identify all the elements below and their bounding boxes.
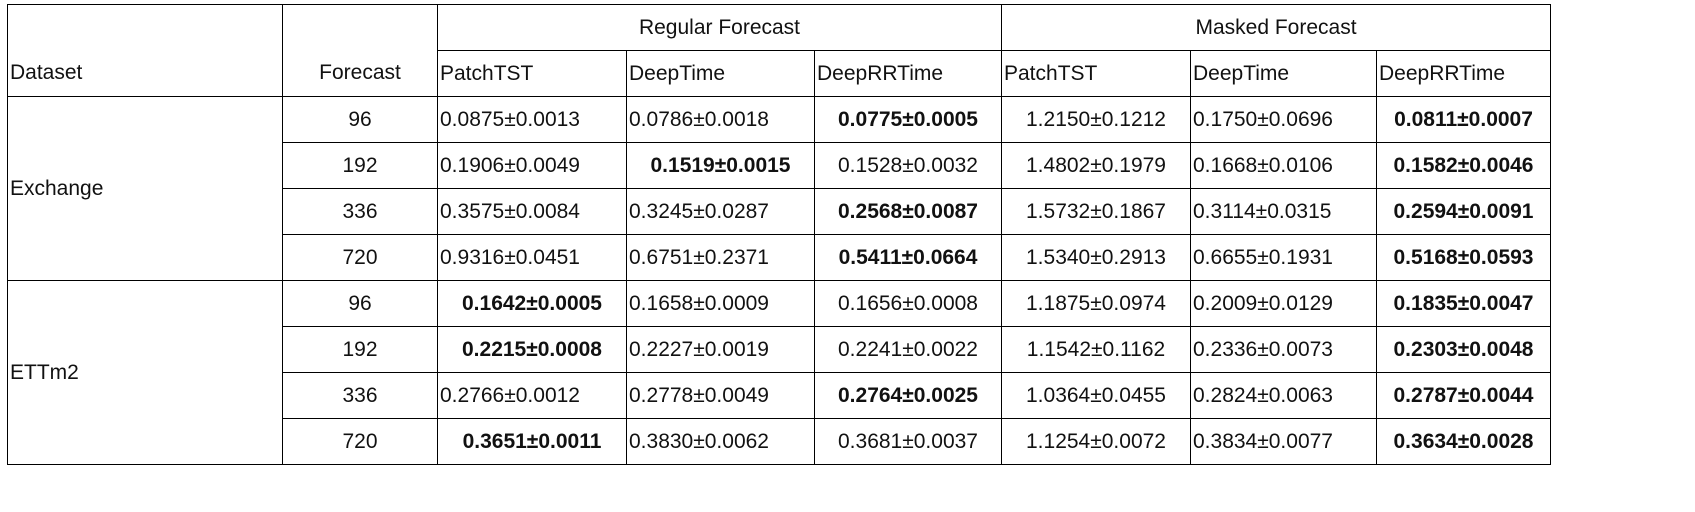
table-row: 192 0.1906±0.0049 0.1519±0.0015 0.1528±0.00… [8, 142, 1551, 189]
value-cell: 0.9316±0.0451 [437, 234, 627, 281]
value-cell: 0.1519±0.0015 [626, 142, 815, 189]
model-header: DeepRRTime [1376, 50, 1551, 97]
value-cell: 0.1668±0.0106 [1190, 142, 1377, 189]
group-header-masked: Masked Forecast [1001, 4, 1551, 51]
group-header-regular: Regular Forecast [437, 4, 1002, 51]
table-row: Exchange 96 0.0875±0.0013 0.0786±0.0018 0.07… [7, 96, 1551, 281]
value-cell: 0.2766±0.0012 [437, 372, 627, 419]
value-cell: 1.1875±0.0974 [1001, 280, 1191, 327]
model-header: PatchTST [1001, 50, 1191, 97]
value-cell: 0.3245±0.0287 [626, 188, 815, 235]
forecast-cell: 96 [282, 96, 438, 143]
table-row: 720 0.3651±0.0011 0.3830±0.0062 0.3681±0.00… [8, 418, 1551, 465]
results-table: Regular Forecast Masked Forecast Dataset… [7, 4, 1551, 465]
dataset-cell: Exchange [7, 96, 283, 281]
value-cell: 0.5168±0.0593 [1376, 234, 1551, 281]
value-cell: 0.3834±0.0077 [1190, 418, 1377, 465]
value-cell: 0.3830±0.0062 [626, 418, 815, 465]
value-cell: 0.2303±0.0048 [1376, 326, 1551, 373]
table-row: ETTm2 96 0.1642±0.0005 0.1658±0.0009 0.1656±… [7, 280, 1551, 465]
value-cell: 0.2778±0.0049 [626, 372, 815, 419]
value-cell: 0.5411±0.0664 [814, 234, 1002, 281]
table-row: 336 0.3575±0.0084 0.3245±0.0287 0.2568±0.00… [8, 188, 1551, 235]
value-cell: 1.4802±0.1979 [1001, 142, 1191, 189]
value-cell: 0.2336±0.0073 [1190, 326, 1377, 373]
value-cell: 0.1658±0.0009 [626, 280, 815, 327]
forecast-cell: 96 [282, 280, 438, 327]
value-cell: 0.2764±0.0025 [814, 372, 1002, 419]
value-cell: 0.2824±0.0063 [1190, 372, 1377, 419]
forecast-cell: 192 [282, 326, 438, 373]
table-row: 720 0.9316±0.0451 0.6751±0.2371 0.5411±0.06… [8, 234, 1551, 281]
value-cell: 0.3114±0.0315 [1190, 188, 1377, 235]
value-cell: 1.2150±0.1212 [1001, 96, 1191, 143]
value-cell: 0.1656±0.0008 [814, 280, 1002, 327]
group-header-row: Regular Forecast Masked Forecast [7, 4, 1551, 51]
forecast-header: Forecast [282, 50, 438, 97]
model-header: DeepRRTime [814, 50, 1002, 97]
model-header: DeepTime [626, 50, 815, 97]
value-cell: 0.2594±0.0091 [1376, 188, 1551, 235]
value-cell: 0.1906±0.0049 [437, 142, 627, 189]
model-header: DeepTime [1190, 50, 1377, 97]
value-cell: 0.3575±0.0084 [437, 188, 627, 235]
value-cell: 1.0364±0.0455 [1001, 372, 1191, 419]
value-cell: 0.2568±0.0087 [814, 188, 1002, 235]
value-cell: 0.3651±0.0011 [437, 418, 627, 465]
value-cell: 1.5340±0.2913 [1001, 234, 1191, 281]
table-row: 192 0.2215±0.0008 0.2227±0.0019 0.2241±0.00… [8, 326, 1551, 373]
value-cell: 0.1642±0.0005 [437, 280, 627, 327]
value-cell: 0.2787±0.0044 [1376, 372, 1551, 419]
forecast-cell: 720 [282, 234, 438, 281]
table-row: 336 0.2766±0.0012 0.2778±0.0049 0.2764±0.00… [8, 372, 1551, 419]
value-cell: 0.6751±0.2371 [626, 234, 815, 281]
value-cell: 0.2215±0.0008 [437, 326, 627, 373]
value-cell: 0.0875±0.0013 [437, 96, 627, 143]
value-cell: 0.0775±0.0005 [814, 96, 1002, 143]
forecast-cell: 720 [282, 418, 438, 465]
value-cell: 0.3681±0.0037 [814, 418, 1002, 465]
model-header: PatchTST [437, 50, 627, 97]
value-cell: 0.1582±0.0046 [1376, 142, 1551, 189]
forecast-cell: 192 [282, 142, 438, 189]
value-cell: 1.1254±0.0072 [1001, 418, 1191, 465]
value-cell: 1.5732±0.1867 [1001, 188, 1191, 235]
value-cell: 0.0786±0.0018 [626, 96, 815, 143]
forecast-cell: 336 [282, 188, 438, 235]
dataset-cell: ETTm2 [7, 280, 283, 465]
value-cell: 0.0811±0.0007 [1376, 96, 1551, 143]
value-cell: 1.1542±0.1162 [1001, 326, 1191, 373]
column-header-row: Dataset Forecast PatchTST DeepTime DeepR… [7, 50, 1551, 97]
value-cell: 0.2009±0.0129 [1190, 280, 1377, 327]
forecast-cell: 336 [282, 372, 438, 419]
value-cell: 0.6655±0.1931 [1190, 234, 1377, 281]
value-cell: 0.1528±0.0032 [814, 142, 1002, 189]
empty-header-cell [282, 4, 438, 51]
value-cell: 0.1750±0.0696 [1190, 96, 1377, 143]
empty-header-cell [7, 4, 283, 51]
dataset-header: Dataset [7, 50, 283, 97]
value-cell: 0.2227±0.0019 [626, 326, 815, 373]
value-cell: 0.3634±0.0028 [1376, 418, 1551, 465]
value-cell: 0.2241±0.0022 [814, 326, 1002, 373]
value-cell: 0.1835±0.0047 [1376, 280, 1551, 327]
